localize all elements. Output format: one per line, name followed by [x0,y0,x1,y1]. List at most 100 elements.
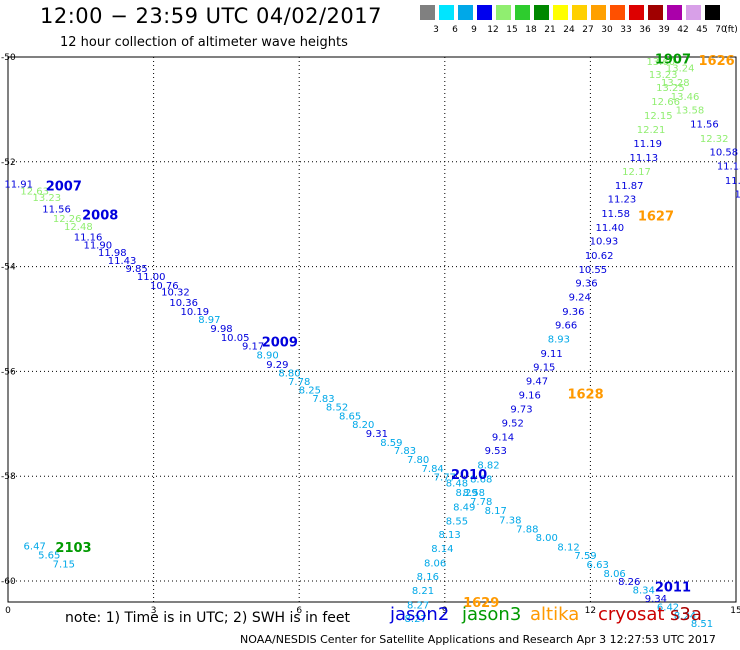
wave-height-point: 8.27 [407,600,429,611]
axis-ticks: 0 3 6 9 12 15 -50 -52 -54 -56 -58 -60 [1,53,740,616]
wave-height-point: 7.83 [394,446,416,457]
wave-height-point: 11.3 [725,176,740,187]
wave-height-point: 7.88 [516,524,538,535]
wave-height-point: 8.90 [257,350,279,361]
legend-cryosat: cryosat [598,604,665,625]
scale-label: 18 [525,25,537,35]
scale-label: 30 [601,25,613,35]
scale-swatch [553,5,568,20]
wave-height-point: 8.06 [424,558,446,569]
wave-height-point: 10.62 [585,251,614,262]
wave-height-point: 8.27 [405,614,427,625]
y-tick-label: -56 [1,367,16,377]
wave-height-point: 11.91 [4,179,33,190]
wave-height-point: 9.52 [502,418,524,429]
wave-height-point: 11.43 [108,256,137,267]
wave-height-point: 6.63 [587,560,609,571]
pass-time-label: 2103 [55,541,91,556]
scale-label: 45 [696,25,708,35]
wave-height-point: 8.13 [439,530,461,541]
wave-height-point: 10.76 [150,281,179,292]
x-tick-label: 3 [151,606,157,616]
pass-time-label: 2007 [46,180,82,195]
scale-label: 27 [582,25,594,35]
wave-height-point: 13.23 [649,70,678,81]
legend-s3a: s3a [670,604,702,625]
scale-label: 12 [487,25,499,35]
scale-swatch [648,5,663,20]
wave-height-point: 11.00 [137,272,166,283]
pass-time-label: 1627 [638,210,674,225]
wave-height-point: 9.15 [533,362,555,373]
plot-frame [7,56,737,603]
wave-height-point: 11.87 [615,181,644,192]
scale-swatch [572,5,587,20]
wave-height-point: 8.51 [691,619,713,630]
wave-height-point: 11.90 [83,240,112,251]
wave-height-point: 13.23 [33,193,62,204]
wave-height-point: 7.59 [574,551,596,562]
wave-height-point: 7.78 [288,377,310,388]
footer-note: note: 1) Time is in UTC; 2) SWH is in fe… [65,610,351,626]
scale-label: 3 [433,25,439,35]
wave-height-point: 9.66 [555,320,577,331]
wave-height-point: 8.17 [485,506,507,517]
wave-height-point: 8.58 [463,488,485,499]
wave-height-point: 8.14 [431,544,453,555]
footer-credit: NOAA/NESDIS Center for Satellite Applica… [240,633,716,646]
scale-swatch [629,5,644,20]
scale-swatch [591,5,606,20]
wave-height-point: 9.11 [540,349,562,360]
scale-unit-label: (ft) [724,25,738,35]
wave-height-point: 8.12 [557,543,579,554]
wave-height-point: 10.19 [181,307,210,318]
scale-swatch [610,5,625,20]
wave-height-point: 7.77 [434,472,456,483]
y-tick-label: -52 [1,158,16,168]
y-tick-label: -60 [1,577,16,587]
wave-height-point: 12.48 [64,222,93,233]
wave-height-point: 9.53 [485,446,507,457]
scale-label: 21 [544,25,556,35]
wave-height-point: 12.15 [644,111,673,122]
wave-height-point: 7.15 [53,559,75,570]
legend-jason3: jason3 [462,604,522,625]
wave-height-point: 12.66 [651,97,680,108]
scale-swatch [420,5,435,20]
x-tick-label: 12 [585,606,596,616]
wave-height-point: 9.36 [562,307,584,318]
wave-height-point: 13.28 [661,78,690,89]
scale-label: 70 [715,25,727,35]
wave-height-point: 10 [734,189,740,200]
pass-time-label: 1907 [655,52,691,67]
wave-height-point: 10.05 [221,333,250,344]
scale-label: 36 [639,25,651,35]
scale-swatch [515,5,530,20]
data-points: 11.9112.6313.2311.5612.2612.4811.1611.90… [4,57,740,630]
wave-height-point: 11.16 [74,232,103,243]
wave-height-point: 9.85 [125,264,147,275]
wave-height-point: 5.65 [38,551,60,562]
scale-swatch [667,5,682,20]
wave-height-point: 8.00 [536,533,558,544]
wave-height-point: 7.38 [499,515,521,526]
wave-height-point: 8.82 [477,460,499,471]
wave-height-point: 8.65 [339,412,361,423]
wave-height-point: 8.52 [326,403,348,414]
wave-height-point: 13.60 [646,57,675,68]
pass-time-label: 1626 [698,54,734,69]
scale-label: 39 [658,25,670,35]
wave-height-point: 7.78 [470,497,492,508]
wave-height-point: 13.24 [666,64,695,75]
wave-height-point: 10.58 [710,148,739,159]
wave-height-point: 11.40 [595,223,624,234]
wave-height-point: 8.21 [412,586,434,597]
wave-height-point: 11.15 [717,162,740,173]
scale-label: 9 [471,25,477,35]
wave-height-point: 7.83 [312,394,334,405]
wave-height-point: 6.42 [657,602,679,613]
wave-height-point: 8.24 [674,611,696,622]
wave-height-point: 11.23 [608,195,637,206]
